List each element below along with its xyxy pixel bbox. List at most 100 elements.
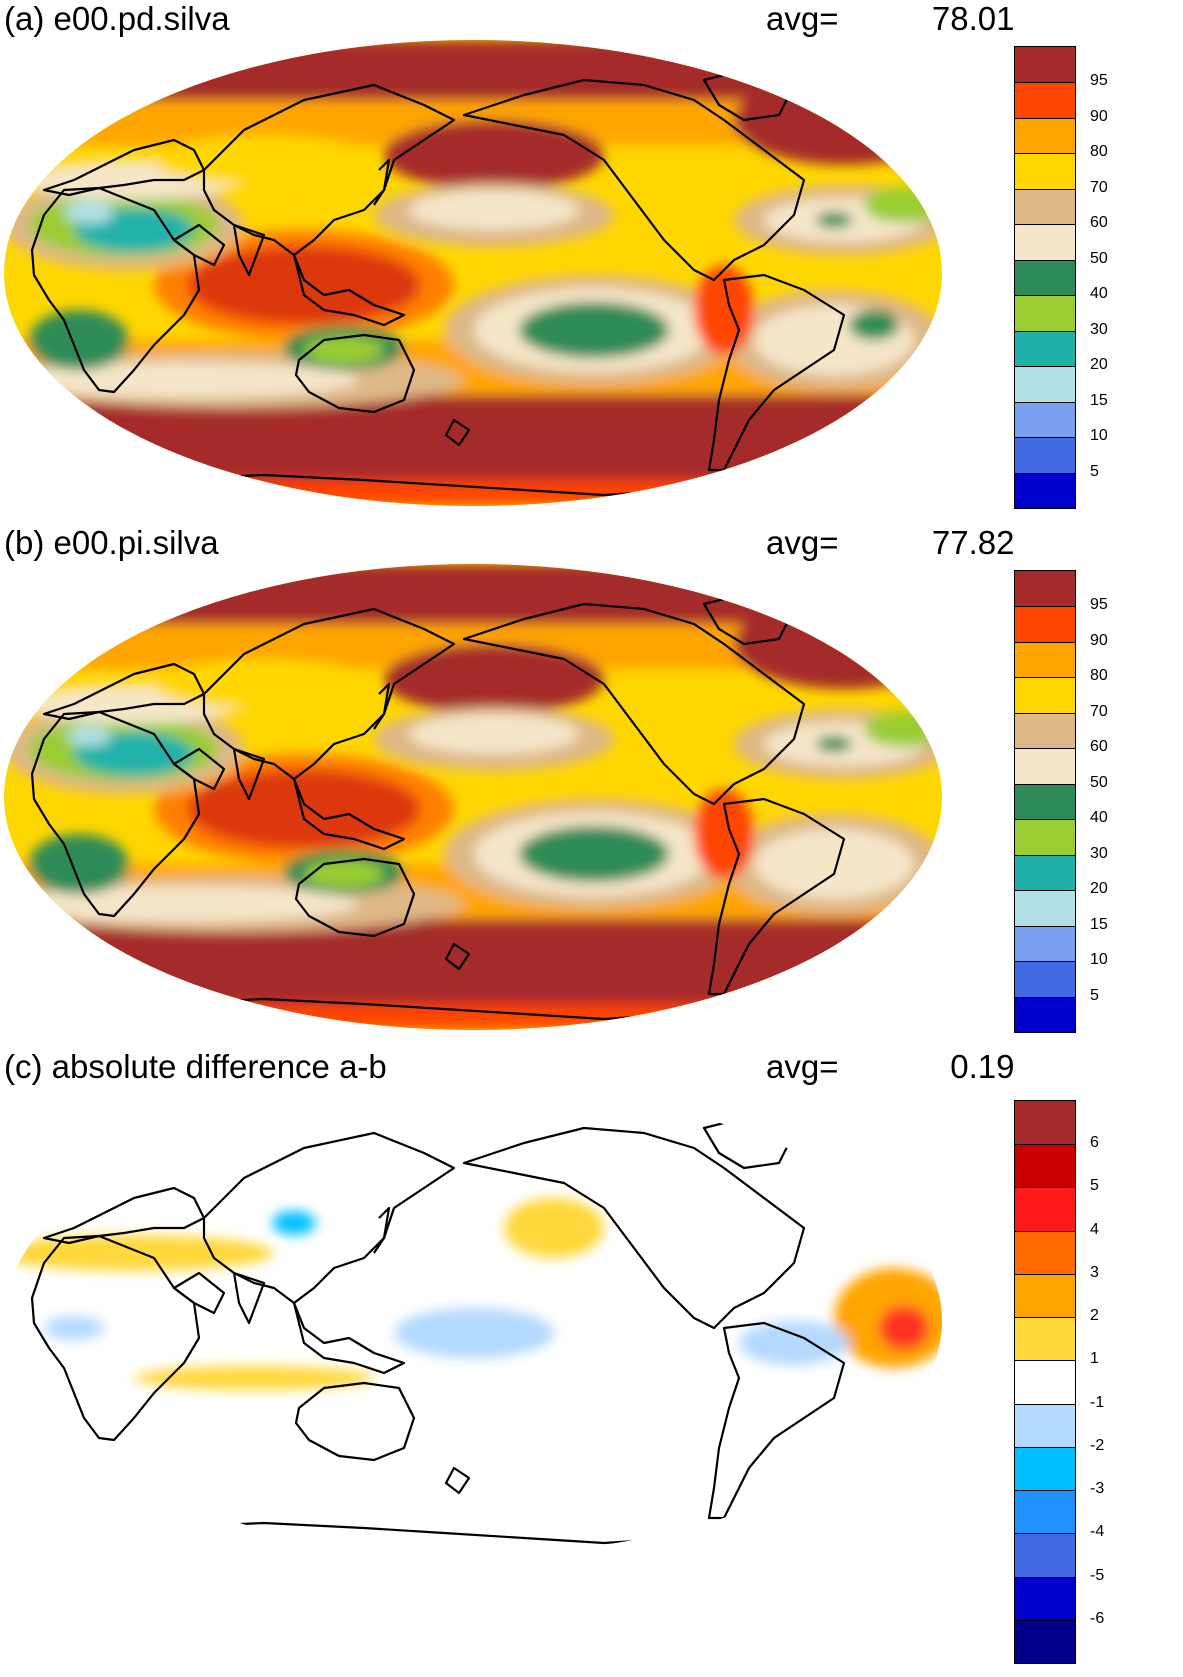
colorbar-tick-label: 40 bbox=[1090, 285, 1108, 303]
zone-australia-2 bbox=[304, 336, 384, 364]
colorbar-swatch bbox=[1015, 1490, 1075, 1534]
colorbar-swatch bbox=[1015, 330, 1075, 367]
diff-pacific-blue bbox=[394, 1308, 554, 1358]
colorbar-swatch bbox=[1015, 153, 1075, 189]
colorbar-swatch bbox=[1015, 1619, 1075, 1663]
colorbar-swatch bbox=[1015, 1360, 1075, 1404]
coast-n-america bbox=[462, 602, 806, 806]
zone-s-atlantic-2 bbox=[754, 829, 914, 899]
map-c bbox=[4, 1088, 942, 1554]
colorbar-swatch bbox=[1015, 677, 1075, 713]
coast-seasia bbox=[292, 1301, 406, 1375]
coast-japan bbox=[373, 158, 391, 206]
colorbar-tick-label: 90 bbox=[1090, 107, 1108, 125]
coast-africa bbox=[30, 710, 201, 918]
zone-n-atlantic-4 bbox=[816, 736, 852, 752]
zone-se-pacific-3 bbox=[519, 826, 669, 882]
colorbar-tick-label: 10 bbox=[1090, 427, 1108, 445]
map-a bbox=[4, 40, 942, 506]
panel-b: (b) e00.pi.silva avg= 77.82 bbox=[0, 524, 1183, 1044]
colorbar-swatch bbox=[1015, 854, 1075, 891]
colorbar bbox=[1014, 570, 1076, 1033]
zone-ne-pacific-2 bbox=[409, 714, 579, 754]
zone-s-indian-2 bbox=[9, 362, 359, 398]
zone-s-africa bbox=[29, 834, 129, 894]
coast-australia bbox=[294, 857, 416, 938]
coast-nz bbox=[444, 418, 471, 447]
zone-peru-red bbox=[694, 789, 754, 879]
colorbar-swatch bbox=[1015, 1317, 1075, 1361]
zone-n-asia bbox=[154, 659, 374, 709]
colorbar-swatch bbox=[1015, 188, 1075, 225]
zone-ne-pacific-2 bbox=[409, 190, 579, 230]
colorbar-swatch bbox=[1015, 1576, 1075, 1620]
colorbar-tick-label: 80 bbox=[1090, 667, 1108, 685]
colorbar-swatch bbox=[1015, 117, 1075, 154]
avg-value: 0.19 bbox=[950, 1048, 1015, 1085]
coast-arabia bbox=[172, 1271, 226, 1315]
colorbar-tick-label: -5 bbox=[1090, 1566, 1105, 1584]
coast-s-america bbox=[707, 273, 846, 472]
colorbar-tick-label: 90 bbox=[1090, 631, 1108, 649]
colorbar-tick-label: 50 bbox=[1090, 249, 1108, 267]
colorbar-tick-label: 50 bbox=[1090, 773, 1108, 791]
band-north-red bbox=[4, 40, 942, 110]
colorbar-swatch bbox=[1015, 437, 1075, 473]
colorbar bbox=[1014, 46, 1076, 509]
band-south-orange2 bbox=[4, 480, 942, 506]
colorbar-tick-label: 20 bbox=[1090, 356, 1108, 374]
panel-title: (b) e00.pi.silva bbox=[4, 524, 219, 561]
diff-w-africa-blue bbox=[44, 1316, 104, 1340]
colorbar-swatch bbox=[1015, 1144, 1075, 1188]
coast-s-america bbox=[707, 797, 846, 996]
avg-value: 78.01 bbox=[931, 0, 1015, 37]
colorbar-swatch bbox=[1015, 961, 1075, 997]
coast-africa bbox=[30, 1234, 201, 1442]
zone-warm-pool-edge bbox=[154, 230, 454, 340]
diff-amazon-blue bbox=[739, 1321, 849, 1365]
colorbar-tick-label: 95 bbox=[1090, 72, 1108, 90]
colorbar-tick-label: 70 bbox=[1090, 702, 1108, 720]
diff-china-blue bbox=[272, 1211, 316, 1235]
colorbar-tick-label: 40 bbox=[1090, 809, 1108, 827]
colorbar-tick-label: 30 bbox=[1090, 844, 1108, 862]
coast-india bbox=[232, 747, 266, 801]
coast-asia bbox=[202, 83, 456, 257]
zone-warm-pool-edge bbox=[154, 754, 454, 864]
zone-n-atlantic-3 bbox=[864, 187, 942, 223]
avg-label: avg= bbox=[766, 524, 839, 561]
coast-n-america bbox=[462, 1126, 806, 1330]
zone-s-africa bbox=[29, 310, 129, 370]
colorbar-tick-label: 1 bbox=[1090, 1350, 1099, 1368]
colorbar-tick-label: 70 bbox=[1090, 178, 1108, 196]
colorbar-swatch bbox=[1015, 1403, 1075, 1447]
colorbar-swatch bbox=[1015, 1230, 1075, 1274]
colorbar-tick-label: 6 bbox=[1090, 1134, 1099, 1152]
map-b bbox=[4, 564, 942, 1030]
zone-australia-2 bbox=[304, 860, 384, 888]
coast-asia bbox=[202, 607, 456, 781]
zone-s-indian-2 bbox=[9, 886, 359, 922]
coastlines bbox=[30, 63, 846, 497]
colorbar-swatch bbox=[1015, 783, 1075, 820]
avg-value: 77.82 bbox=[931, 524, 1015, 561]
colorbar-swatch bbox=[1015, 819, 1075, 855]
zone-n-pacific bbox=[384, 644, 604, 714]
zone-n-atlantic-3 bbox=[864, 711, 942, 747]
coast-japan bbox=[373, 1206, 391, 1254]
colorbar-tick-label: 95 bbox=[1090, 596, 1108, 614]
coast-australia bbox=[294, 333, 416, 414]
coast-japan bbox=[373, 682, 391, 730]
coast-n-america bbox=[462, 78, 806, 282]
panel-c: (c) absolute difference a-b avg= 0.19 bbox=[0, 1048, 1183, 1677]
colorbar-tick-label: 5 bbox=[1090, 1177, 1099, 1195]
colorbar-swatch bbox=[1015, 890, 1075, 926]
colorbar-swatch bbox=[1015, 1273, 1075, 1318]
colorbar-swatch bbox=[1015, 82, 1075, 118]
coast-africa bbox=[30, 186, 201, 394]
zone-n-atlantic-4 bbox=[816, 212, 852, 228]
coast-arabia bbox=[172, 747, 226, 791]
average-readout: avg= 78.01 bbox=[766, 0, 1014, 38]
avg-label: avg= bbox=[766, 0, 839, 37]
colorbar-swatch bbox=[1015, 1533, 1075, 1577]
